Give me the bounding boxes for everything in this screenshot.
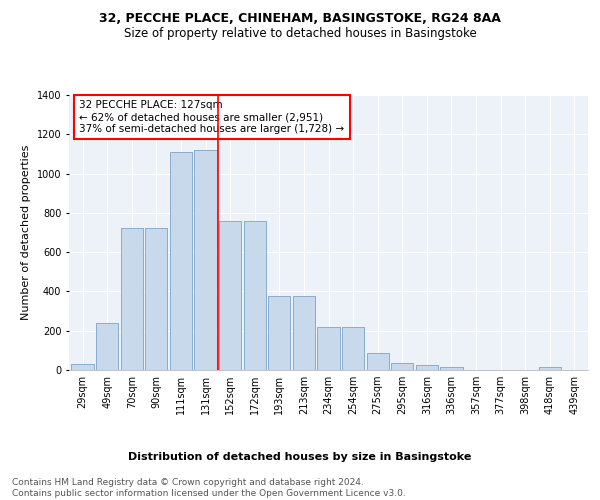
Bar bbox=[367, 354, 389, 370]
Text: 32, PECCHE PLACE, CHINEHAM, BASINGSTOKE, RG24 8AA: 32, PECCHE PLACE, CHINEHAM, BASINGSTOKE,… bbox=[99, 12, 501, 26]
Bar bbox=[391, 363, 413, 370]
Text: 32 PECCHE PLACE: 127sqm
← 62% of detached houses are smaller (2,951)
37% of semi: 32 PECCHE PLACE: 127sqm ← 62% of detache… bbox=[79, 100, 344, 134]
Bar bbox=[293, 296, 315, 370]
Bar bbox=[342, 327, 364, 370]
Bar bbox=[416, 365, 438, 370]
Bar bbox=[170, 152, 192, 370]
Bar bbox=[268, 296, 290, 370]
Bar bbox=[317, 327, 340, 370]
Text: Distribution of detached houses by size in Basingstoke: Distribution of detached houses by size … bbox=[128, 452, 472, 462]
Bar bbox=[96, 323, 118, 370]
Bar bbox=[121, 228, 143, 370]
Bar bbox=[194, 150, 217, 370]
Y-axis label: Number of detached properties: Number of detached properties bbox=[21, 145, 31, 320]
Bar bbox=[219, 220, 241, 370]
Text: Contains HM Land Registry data © Crown copyright and database right 2024.
Contai: Contains HM Land Registry data © Crown c… bbox=[12, 478, 406, 498]
Bar bbox=[71, 364, 94, 370]
Bar bbox=[145, 228, 167, 370]
Bar bbox=[539, 367, 561, 370]
Bar bbox=[440, 367, 463, 370]
Text: Size of property relative to detached houses in Basingstoke: Size of property relative to detached ho… bbox=[124, 28, 476, 40]
Bar bbox=[244, 220, 266, 370]
